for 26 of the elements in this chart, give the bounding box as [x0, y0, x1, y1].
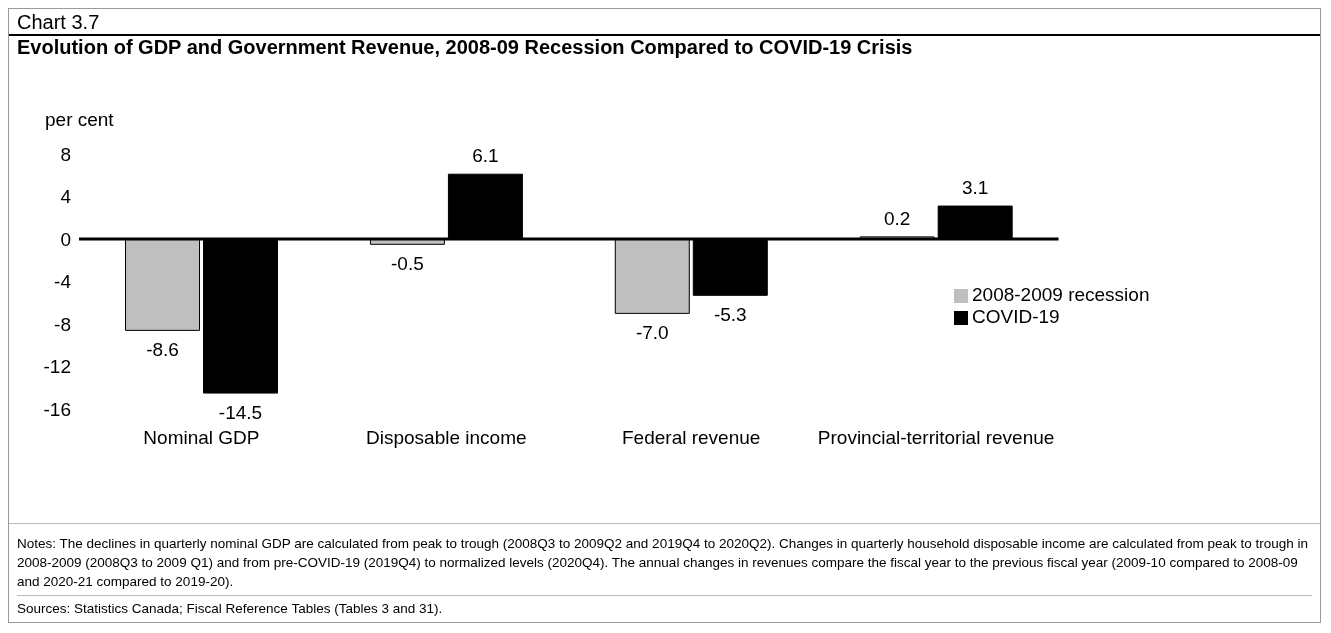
- x-tick-label: Nominal GDP: [143, 427, 260, 449]
- legend-label: COVID-19: [972, 306, 1060, 327]
- data-label: -8.6: [146, 339, 179, 361]
- x-tick-label: Federal revenue: [622, 427, 761, 449]
- text: Notes: The declines in quarterly nominal GDP are calculated from peak to trough (2008Q3 to 2009Q2 and 2019Q4 to 2020Q2). Changes in quarterly household disposable income are calculated from peak to trough in 2008-2009 (2008Q3 to 2009 Q1) and from pre-COVID-19 (2019Q4) to normalized levels (2020Q4). The annual changes in revenues compare the fiscal year to the previous fiscal year (2009-10 compared to 2008-09 and 2020-21 compared to 2019-20).: [17, 535, 1310, 591]
- data-label: -14.5: [218, 402, 263, 424]
- data-label: 0.2: [883, 207, 911, 229]
- y-tick-label: -8: [54, 313, 71, 335]
- data-label: -7.0: [635, 322, 669, 344]
- chart-title: Evolution of GDP and Government Revenue, 2008-09 Recession Compared to COVID-19 Crisis: [9, 34, 1320, 59]
- caption: Chart 3.7: [16, 10, 101, 34]
- data-label: -5.3: [713, 304, 747, 326]
- x-tick-label: Disposable income: [366, 427, 527, 449]
- source-note: Sources: Statistics Canada; Fiscal Reference Tables (Tables 3 and 31).: [17, 595, 1312, 618]
- y-tick-label: -4: [54, 271, 72, 293]
- y-tick-label: 4: [60, 186, 72, 208]
- y-tick-label: -12: [43, 356, 71, 378]
- y-axis-title: per cent: [45, 109, 114, 131]
- x-tick-label: Provincial-territorial revenue: [817, 427, 1055, 449]
- data-label: 6.1: [472, 145, 499, 167]
- data-label: 3.1: [961, 177, 989, 199]
- y-tick-label: 0: [60, 228, 71, 250]
- y-tick-label: -16: [43, 398, 71, 420]
- data-label: -0.5: [391, 253, 424, 275]
- y-tick-label: 8: [60, 143, 71, 165]
- legend-label: 2008-2009 recession: [972, 284, 1150, 305]
